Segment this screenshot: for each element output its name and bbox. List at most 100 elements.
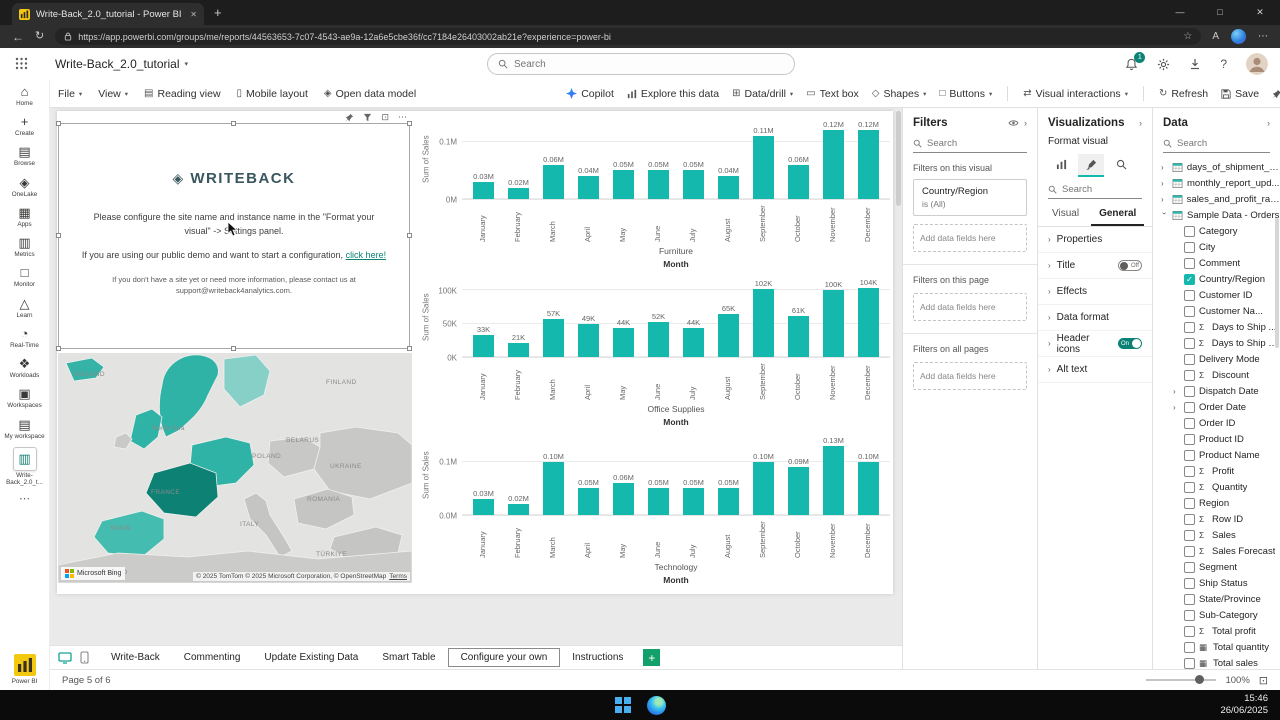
taskbar-clock[interactable]: 15:46 26/06/2025 [1220, 693, 1268, 717]
field-quantity[interactable]: Σ Quantity [1153, 479, 1280, 495]
browser-more-icon[interactable]: ⋯ [1258, 31, 1268, 42]
bar-may[interactable] [613, 483, 634, 515]
toolbar-buttons[interactable]: □ Buttons ▾ [939, 88, 992, 100]
bar-july[interactable] [683, 170, 704, 199]
format-section-properties[interactable]: › Properties [1038, 227, 1152, 253]
field-checkbox[interactable] [1184, 609, 1195, 621]
field-order-id[interactable]: Order ID [1153, 415, 1280, 431]
page-tab-instructions[interactable]: Instructions [572, 652, 624, 663]
tab-general[interactable]: General [1091, 203, 1145, 226]
toolbar-save[interactable]: Save [1221, 88, 1259, 100]
europe-map[interactable] [58, 353, 412, 583]
toolbar-explore-this-data[interactable]: Explore this data [627, 88, 719, 100]
field-sales[interactable]: Σ Sales [1153, 527, 1280, 543]
field-checkbox[interactable] [1184, 561, 1195, 573]
field-city[interactable]: City [1153, 239, 1280, 255]
refresh-icon[interactable]: ↻ [35, 30, 45, 42]
field-state-province[interactable]: State/Province [1153, 591, 1280, 607]
field-checkbox[interactable] [1184, 593, 1195, 605]
field-discount[interactable]: Σ Discount [1153, 367, 1280, 383]
sidebar-item-my-workspace[interactable]: ▤ My workspace [0, 413, 49, 443]
help-icon[interactable]: ? [1220, 57, 1227, 71]
toolbar-text-box[interactable]: ▭ Text box [806, 88, 859, 100]
toolbar-file[interactable]: File ▾ [58, 88, 82, 100]
sidebar-item-onelake[interactable]: ◈ OneLake [0, 171, 49, 201]
report-title[interactable]: Write-Back_2.0_tutorial [55, 57, 180, 71]
toolbar-shapes[interactable]: ◇ Shapes ▾ [872, 88, 927, 100]
resize-handle[interactable] [56, 121, 61, 126]
bar-october[interactable] [788, 316, 809, 357]
chart-office-supplies[interactable]: Sum of Sales 100K 50K 0K 33K 21K 57K 49K 44K 52K 4… [420, 277, 890, 429]
data-search[interactable] [1163, 138, 1270, 153]
sidebar-item-workloads[interactable]: ❖ Workloads [0, 352, 49, 382]
chevron-down-icon[interactable]: ▾ [184, 61, 189, 68]
bar-may[interactable] [613, 327, 634, 357]
resize-handle[interactable] [56, 233, 61, 238]
sidebar-item-apps[interactable]: ▦ Apps [0, 201, 49, 231]
bar-august[interactable] [718, 488, 739, 515]
page-tab-configure-your-own[interactable]: Configure your own [447, 648, 561, 667]
bar-january[interactable] [473, 181, 494, 199]
analytics-icon[interactable] [1108, 154, 1134, 177]
table-days-of-shipment-c[interactable]: › days_of_shipment_c... [1153, 159, 1280, 175]
field-order-date[interactable]: › Order Date [1153, 399, 1280, 415]
report-page[interactable]: ⊡ ⋯ ◈ WRITEBACK Please configure the sit… [56, 111, 893, 594]
bar-june[interactable] [648, 488, 669, 515]
bar-january[interactable] [473, 335, 494, 357]
field-delivery-mode[interactable]: Delivery Mode [1153, 351, 1280, 367]
edge-browser-icon[interactable] [646, 695, 666, 715]
bar-march[interactable] [543, 164, 564, 199]
pin-visual-icon[interactable] [345, 113, 354, 122]
url-field[interactable]: https://app.powerbi.com/groups/me/report… [55, 28, 1202, 45]
notifications-bell-icon[interactable]: 1 [1125, 51, 1146, 71]
bar-september[interactable] [753, 461, 774, 515]
field-row-id[interactable]: Σ Row ID [1153, 511, 1280, 527]
toolbar-open-data-model[interactable]: ◈ Open data model [324, 88, 416, 100]
field-checkbox[interactable] [1184, 417, 1195, 429]
more-options-icon[interactable]: ⋯ [398, 112, 407, 122]
chart-furniture[interactable]: Sum of Sales 0.1M 0M 0.03M 0.02M 0.06M 0.04M 0.… [420, 119, 890, 271]
field-checkbox[interactable] [1184, 433, 1195, 445]
page-tab-commenting[interactable]: Commenting [183, 652, 241, 663]
build-visual-icon[interactable] [1048, 154, 1074, 177]
page-tab-update-existing-data[interactable]: Update Existing Data [264, 652, 359, 663]
sidebar-item-browse[interactable]: ▤ Browse [0, 140, 49, 170]
chart-technology[interactable]: Sum of Sales 0.1M 0.0M 0.03M 0.02M 0.10M 0.05M… [420, 435, 890, 587]
field-checkbox[interactable] [1184, 657, 1195, 669]
field-checkbox[interactable] [1184, 513, 1195, 525]
bar-december[interactable] [858, 287, 879, 357]
bar-february[interactable] [508, 343, 529, 357]
field-checkbox[interactable] [1184, 353, 1195, 365]
click-here-link[interactable]: click here! [345, 250, 387, 260]
bar-february[interactable] [508, 504, 529, 515]
field-checkbox[interactable] [1184, 529, 1195, 541]
sidebar-item-metrics[interactable]: ▥ Metrics [0, 231, 49, 261]
data-search-input[interactable] [1177, 138, 1270, 149]
format-section-title[interactable]: › Title Off [1038, 253, 1152, 279]
toggle-title[interactable]: Off [1118, 260, 1142, 271]
field-segment[interactable]: Segment [1153, 559, 1280, 575]
format-section-data-format[interactable]: › Data format [1038, 305, 1152, 331]
sidebar-item-monitor[interactable]: □ Monitor [0, 261, 49, 291]
bar-march[interactable] [543, 461, 564, 515]
bar-june[interactable] [648, 170, 669, 199]
field-checkbox[interactable] [1184, 225, 1195, 237]
tab-visual[interactable]: Visual [1052, 208, 1080, 219]
user-avatar[interactable] [1246, 53, 1268, 75]
field-checkbox[interactable] [1184, 289, 1195, 301]
writeback-visual[interactable]: ⊡ ⋯ ◈ WRITEBACK Please configure the sit… [56, 113, 412, 351]
toolbar-refresh[interactable]: ↻ Refresh [1159, 88, 1208, 100]
sidebar-item-learn[interactable]: △ Learn [0, 292, 49, 322]
field-checkbox[interactable] [1184, 641, 1195, 653]
new-page-button[interactable]: + [643, 649, 661, 666]
field-checkbox[interactable] [1184, 625, 1195, 637]
field-checkbox[interactable]: ✓ [1184, 273, 1195, 285]
field-total-sales[interactable]: ▦ Total sales [1153, 655, 1280, 669]
bar-december[interactable] [858, 461, 879, 515]
toolbar-pin-to-a-dashboard[interactable]: Pin to a dashboard [1272, 88, 1280, 100]
bar-may[interactable] [613, 170, 634, 199]
page-tab-write-back[interactable]: Write-Back [111, 652, 160, 663]
browser-copilot-icon[interactable] [1231, 29, 1246, 44]
search-input[interactable] [514, 58, 784, 70]
new-tab-button[interactable]: + [214, 5, 222, 20]
